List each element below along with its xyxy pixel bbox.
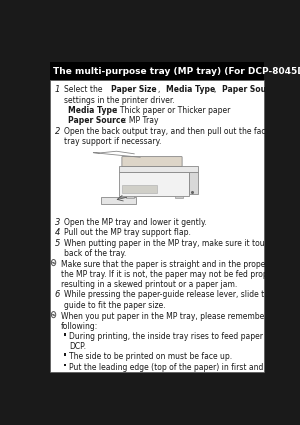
Text: When you put paper in the MP tray, please remember the: When you put paper in the MP tray, pleas… [61, 312, 282, 320]
Text: resulting in a skewed printout or a paper jam.: resulting in a skewed printout or a pape… [61, 280, 237, 289]
Text: The side to be printed on must be face up.: The side to be printed on must be face u… [69, 352, 232, 361]
FancyBboxPatch shape [122, 185, 157, 193]
Text: 6: 6 [55, 290, 60, 299]
Text: Pull out the MP tray support flap.: Pull out the MP tray support flap. [64, 228, 191, 238]
FancyBboxPatch shape [175, 196, 183, 198]
Text: 3: 3 [55, 218, 60, 227]
Text: back of the tray.: back of the tray. [64, 249, 127, 258]
Text: Paper Source: Paper Source [222, 85, 280, 94]
Text: following:: following: [61, 322, 98, 331]
FancyBboxPatch shape [122, 156, 182, 167]
FancyBboxPatch shape [126, 196, 134, 198]
Text: ,: , [158, 85, 163, 94]
FancyBboxPatch shape [64, 364, 66, 366]
FancyBboxPatch shape [64, 354, 66, 356]
Text: Paper Size: Paper Size [111, 85, 156, 94]
Text: settings in the printer driver.: settings in the printer driver. [64, 96, 175, 105]
Text: , and other: , and other [279, 85, 300, 94]
Text: DCP.: DCP. [69, 342, 86, 351]
Text: tray support if necessary.: tray support if necessary. [64, 137, 162, 146]
FancyBboxPatch shape [189, 172, 198, 194]
FancyBboxPatch shape [119, 172, 189, 196]
Text: Make sure that the paper is straight and in the proper position in: Make sure that the paper is straight and… [61, 260, 300, 269]
Text: Put the leading edge (top of the paper) in first and push it: Put the leading edge (top of the paper) … [69, 363, 292, 372]
Text: While pressing the paper-guide release lever, slide the paper: While pressing the paper-guide release l… [64, 290, 299, 299]
Text: Media Type: Media Type [68, 106, 117, 115]
FancyBboxPatch shape [101, 197, 136, 204]
Text: The multi-purpose tray (MP tray) (For DCP-8045D): The multi-purpose tray (MP tray) (For DC… [52, 67, 300, 76]
Text: the MP tray. If it is not, the paper may not be fed properly,: the MP tray. If it is not, the paper may… [61, 269, 284, 278]
FancyBboxPatch shape [50, 80, 264, 372]
Text: Media Type: Media Type [167, 85, 216, 94]
Text: Paper Source: Paper Source [68, 116, 125, 125]
Text: Open the MP tray and lower it gently.: Open the MP tray and lower it gently. [64, 218, 207, 227]
Text: Select the: Select the [64, 85, 105, 94]
Text: 4: 4 [55, 228, 60, 238]
Text: 2: 2 [55, 127, 60, 136]
Text: : MP Tray: : MP Tray [124, 116, 159, 125]
Text: ,: , [214, 85, 218, 94]
Text: gently into the tray.: gently into the tray. [69, 373, 145, 382]
Text: During printing, the inside tray rises to feed paper into the: During printing, the inside tray rises t… [69, 332, 295, 341]
FancyBboxPatch shape [64, 333, 66, 336]
FancyBboxPatch shape [50, 62, 264, 80]
Text: : Thick paper or Thicker paper: : Thick paper or Thicker paper [115, 106, 230, 115]
Text: guide to fit the paper size.: guide to fit the paper size. [64, 301, 166, 310]
FancyBboxPatch shape [119, 166, 198, 172]
Text: When putting paper in the MP tray, make sure it touches the: When putting paper in the MP tray, make … [64, 239, 298, 248]
Text: 1: 1 [55, 85, 60, 94]
Text: 5: 5 [55, 239, 60, 248]
Text: Open the back output tray, and then pull out the face-up output: Open the back output tray, and then pull… [64, 127, 300, 136]
